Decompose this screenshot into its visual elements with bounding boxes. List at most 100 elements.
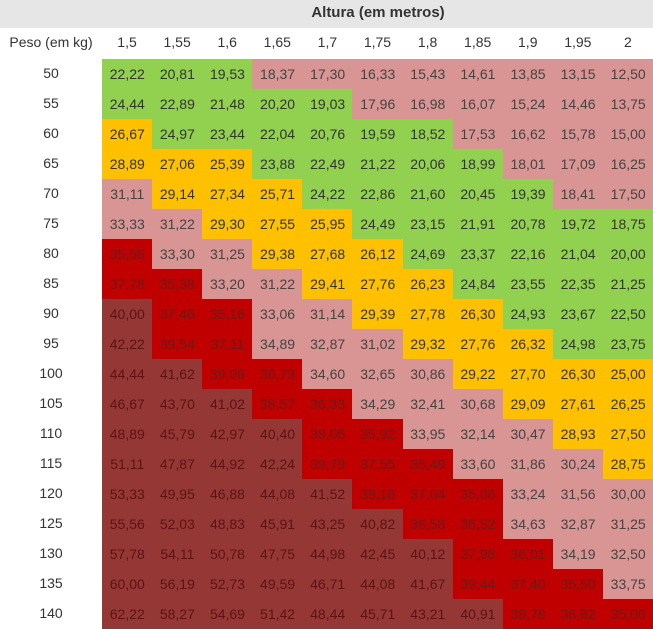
heatmap-cell: 19,53 — [202, 59, 253, 89]
heatmap-cell: 17,30 — [302, 59, 353, 89]
heatmap-cell: 39,54 — [152, 329, 203, 359]
heatmap-cell: 14,46 — [552, 89, 604, 119]
heatmap-cell: 12,50 — [602, 59, 653, 89]
row-header: 140 — [39, 605, 63, 621]
heatmap-cell: 28,93 — [552, 419, 604, 449]
heatmap-cell: 51,42 — [252, 599, 303, 629]
heatmap-cell: 42,22 — [102, 329, 153, 359]
heatmap-cell: 30,47 — [502, 419, 554, 449]
heatmap-cell: 41,62 — [152, 359, 203, 389]
heatmap-cell: 17,96 — [352, 89, 404, 119]
heatmap-cell: 34,89 — [252, 329, 303, 359]
heatmap-cell: 20,00 — [602, 239, 653, 269]
heatmap-cell: 23,75 — [602, 329, 653, 359]
heatmap-cell: 26,12 — [352, 239, 404, 269]
heatmap-cell: 24,93 — [502, 299, 554, 329]
heatmap-cell: 15,24 — [502, 89, 554, 119]
title-bar: Altura (em metros) — [0, 0, 653, 28]
heatmap-cell: 16,07 — [452, 89, 504, 119]
heatmap-cell: 32,14 — [452, 419, 504, 449]
heatmap-cell: 35,16 — [202, 299, 253, 329]
heatmap-cell: 29,32 — [402, 329, 454, 359]
column-header: 1,65 — [263, 34, 291, 50]
heatmap-cell: 16,25 — [602, 149, 653, 179]
heatmap-cell: 13,75 — [602, 89, 653, 119]
heatmap-cell: 42,45 — [352, 539, 404, 569]
heatmap-cell: 18,41 — [552, 179, 604, 209]
column-header: 1,55 — [163, 34, 191, 50]
heatmap-cell: 16,62 — [502, 119, 554, 149]
heatmap-cell: 55,56 — [102, 509, 153, 539]
row-header: 90 — [43, 305, 59, 321]
heatmap-cell: 21,04 — [552, 239, 604, 269]
heatmap-cell: 14,61 — [452, 59, 504, 89]
heatmap-cell: 27,76 — [452, 329, 504, 359]
heatmap-cell: 47,87 — [152, 449, 203, 479]
heatmap-cell: 28,75 — [602, 449, 653, 479]
heatmap-cell: 26,67 — [102, 119, 153, 149]
heatmap-cell: 42,24 — [252, 449, 303, 479]
heatmap-cell: 52,03 — [152, 509, 203, 539]
heatmap-cell: 18,99 — [452, 149, 504, 179]
heatmap-cell: 27,76 — [352, 269, 404, 299]
heatmap-cell: 26,32 — [502, 329, 554, 359]
heatmap-cell: 47,75 — [252, 539, 303, 569]
heatmap-cell: 33,33 — [102, 209, 153, 239]
heatmap-cell: 23,37 — [452, 239, 504, 269]
row-header: 110 — [39, 425, 63, 441]
heatmap-cell: 18,01 — [502, 149, 554, 179]
heatmap-cell: 20,76 — [302, 119, 353, 149]
heatmap-cell: 37,40 — [502, 569, 554, 599]
heatmap-cell: 35,50 — [552, 569, 604, 599]
heatmap-cell: 22,89 — [152, 89, 203, 119]
heatmap-cell: 38,06 — [302, 419, 353, 449]
row-header: 115 — [39, 455, 63, 471]
heatmap-cell: 35,00 — [602, 599, 653, 629]
row-header: 70 — [43, 185, 59, 201]
heatmap-cell: 35,38 — [152, 269, 203, 299]
heatmap-cell: 33,30 — [152, 239, 203, 269]
column-header: 1,8 — [417, 34, 438, 50]
heatmap-cell: 23,67 — [552, 299, 604, 329]
heatmap-cell: 31,25 — [202, 239, 253, 269]
heatmap-cell: 21,48 — [202, 89, 253, 119]
row-header: 55 — [43, 95, 59, 111]
heatmap-cell: 31,11 — [102, 179, 153, 209]
heatmap-cell: 22,04 — [252, 119, 303, 149]
heatmap-cell: 32,87 — [552, 509, 604, 539]
column-header: 1,95 — [564, 34, 592, 50]
heatmap-cell: 32,65 — [352, 359, 404, 389]
heatmap-cell: 34,29 — [352, 389, 404, 419]
heatmap-cell: 33,06 — [252, 299, 303, 329]
heatmap-cell: 40,00 — [102, 299, 153, 329]
heatmap-cell: 41,67 — [402, 569, 454, 599]
row-header: 130 — [39, 545, 63, 561]
heatmap-cell: 29,09 — [502, 389, 554, 419]
row-header: 135 — [39, 575, 63, 591]
heatmap-cell: 21,91 — [452, 209, 504, 239]
heatmap-cell: 49,59 — [252, 569, 303, 599]
heatmap-cell: 36,82 — [552, 599, 604, 629]
heatmap-cell: 40,82 — [352, 509, 404, 539]
row-header: 75 — [43, 215, 59, 231]
heatmap-cell: 32,87 — [302, 329, 353, 359]
heatmap-cell: 24,69 — [402, 239, 454, 269]
heatmap-cell: 39,18 — [352, 479, 404, 509]
heatmap-cell: 29,41 — [302, 269, 353, 299]
column-header: 1,5 — [117, 34, 137, 50]
heatmap-cell: 19,59 — [352, 119, 404, 149]
heatmap-cell: 22,16 — [502, 239, 554, 269]
row-header: 120 — [39, 485, 63, 501]
heatmap-cell: 27,78 — [402, 299, 454, 329]
heatmap-cell: 30,68 — [452, 389, 504, 419]
heatmap-cell: 27,50 — [602, 419, 653, 449]
heatmap-cell: 31,14 — [302, 299, 353, 329]
heatmap-cell: 52,73 — [202, 569, 253, 599]
column-header: 1,75 — [363, 34, 392, 50]
heatmap-cell: 29,39 — [352, 299, 404, 329]
column-header: 1,6 — [217, 34, 237, 50]
heatmap-cell: 41,52 — [302, 479, 353, 509]
heatmap-cell: 43,25 — [302, 509, 353, 539]
heatmap-cell: 33,75 — [602, 569, 653, 599]
heatmap-cell: 20,45 — [452, 179, 504, 209]
